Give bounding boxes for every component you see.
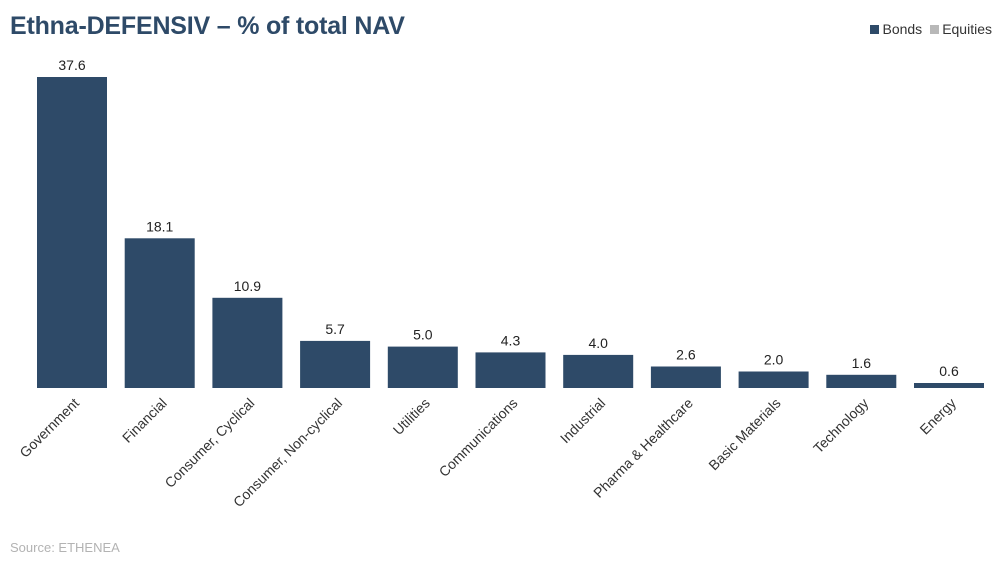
value-label-financial: 18.1 bbox=[146, 218, 173, 234]
chart-title: Ethna-DEFENSIV – % of total NAV bbox=[10, 12, 405, 40]
category-label-pharma-healthcare: Pharma & Healthcare bbox=[590, 395, 696, 501]
value-label-consumer-non-cyclical: 5.7 bbox=[325, 321, 345, 337]
category-label-communications: Communications bbox=[436, 395, 521, 480]
source-note: Source: ETHENEA bbox=[10, 540, 120, 555]
bar-consumer-non-cyclical bbox=[300, 340, 371, 388]
bar-technology bbox=[826, 374, 897, 388]
value-label-consumer-cyclical: 10.9 bbox=[234, 278, 261, 294]
bar-energy bbox=[914, 383, 984, 388]
bar-basic-materials bbox=[738, 371, 809, 388]
value-labels-group: 37.6 18.1 10.9 5.7 5.0 4.3 4.0 2.6 2.0 1.6 0.6 bbox=[58, 57, 959, 379]
bar-government bbox=[37, 77, 107, 388]
value-label-basic-materials: 2.0 bbox=[764, 352, 784, 368]
value-label-industrial: 4.0 bbox=[588, 335, 608, 351]
legend-label-bonds: Bonds bbox=[882, 21, 923, 37]
category-label-basic-materials: Basic Materials bbox=[705, 395, 783, 473]
category-label-financial: Financial bbox=[119, 395, 170, 446]
bars-group bbox=[37, 77, 984, 388]
bar-financial bbox=[124, 238, 195, 388]
category-label-utilities: Utilities bbox=[390, 395, 433, 438]
value-label-energy: 0.6 bbox=[939, 363, 959, 379]
value-label-communications: 4.3 bbox=[501, 332, 521, 348]
value-label-pharma-healthcare: 2.6 bbox=[676, 347, 696, 363]
legend-swatch-bonds bbox=[870, 24, 880, 34]
bar-communications bbox=[475, 352, 546, 388]
category-label-energy: Energy bbox=[916, 395, 959, 438]
value-label-technology: 1.6 bbox=[852, 355, 872, 371]
bar-industrial bbox=[563, 354, 634, 388]
legend-item-equities: Equities bbox=[930, 21, 992, 37]
bar-pharma-healthcare bbox=[650, 366, 721, 388]
category-label-government: Government bbox=[16, 395, 82, 461]
value-label-utilities: 5.0 bbox=[413, 327, 433, 343]
category-label-industrial: Industrial bbox=[557, 395, 608, 446]
category-label-technology: Technology bbox=[810, 395, 871, 456]
legend-item-bonds: Bonds bbox=[870, 21, 922, 37]
value-label-government: 37.6 bbox=[58, 57, 85, 73]
category-label-consumer-cyclical: Consumer, Cyclical bbox=[161, 395, 257, 491]
legend-swatch-equities bbox=[930, 24, 940, 34]
legend-label-equities: Equities bbox=[942, 21, 992, 37]
bar-consumer-cyclical bbox=[212, 297, 283, 388]
legend: Bonds Equities bbox=[870, 21, 992, 37]
bar-utilities bbox=[387, 346, 458, 388]
